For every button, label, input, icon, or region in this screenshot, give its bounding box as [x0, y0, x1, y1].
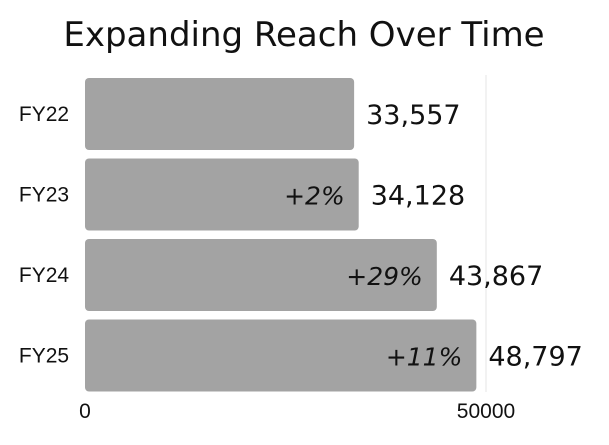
category-label-fy22: FY22: [19, 103, 69, 126]
chart-title: Expanding Reach Over Time: [63, 15, 544, 55]
category-label-fy24: FY24: [19, 264, 70, 287]
x-tick-label-50000: 50000: [457, 400, 515, 423]
value-label-fy23: 34,128: [371, 181, 465, 212]
labels: FY22 33,557 FY23 34,128 +2% FY24 43,867 +29% FY2…: [19, 100, 583, 423]
bar-fy22: [85, 78, 355, 150]
change-label-fy23: +2%: [284, 182, 345, 211]
bar-fy24: [85, 239, 437, 311]
value-label-fy24: 43,867: [449, 261, 543, 292]
change-label-fy25: +11%: [386, 343, 463, 372]
x-tick-label-0: 0: [79, 400, 91, 423]
category-label-fy25: FY25: [19, 345, 69, 368]
change-label-fy24: +29%: [346, 262, 423, 291]
value-label-fy25: 48,797: [488, 342, 582, 373]
bars: [85, 78, 477, 392]
bar-fy23: [85, 158, 359, 231]
bar-fy25: [85, 319, 477, 392]
value-label-fy22: 33,557: [366, 100, 460, 131]
category-label-fy23: FY23: [19, 184, 69, 207]
